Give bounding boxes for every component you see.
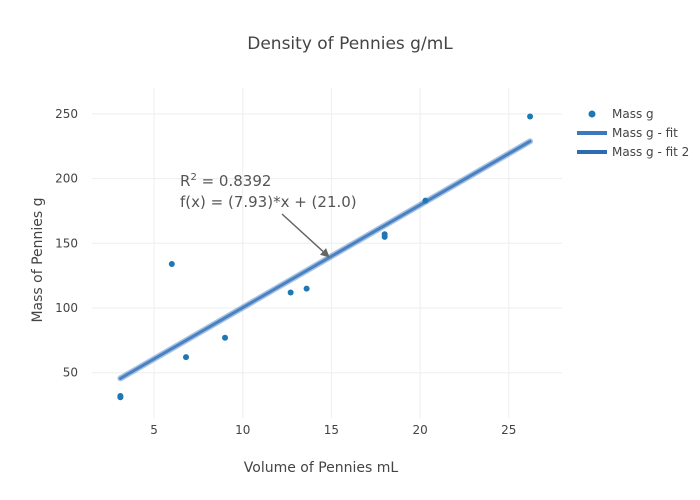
- fit-lines: [117, 138, 534, 382]
- y-tick-label: 150: [55, 236, 78, 250]
- data-point: [222, 334, 229, 341]
- legend: Mass g Mass g - fit Mass g - fit 2: [577, 107, 689, 159]
- data-point: [381, 231, 388, 238]
- data-point: [183, 354, 189, 361]
- fit-line-2: [118, 139, 532, 380]
- x-axis-title: Volume of Pennies mL: [244, 460, 399, 476]
- annotation-equation: f(x) = (7.93)*x + (21.0): [180, 193, 357, 211]
- y-tick-label: 50: [63, 366, 78, 380]
- legend-marker-mass-g: [588, 110, 596, 118]
- chart-title: Density of Pennies g/mL: [247, 34, 453, 54]
- data-points: [117, 113, 534, 401]
- data-point: [303, 285, 310, 292]
- annotation-arrow: [281, 213, 324, 253]
- data-point: [422, 197, 429, 204]
- y-tick-label: 250: [55, 107, 78, 121]
- annotation: R2 = 0.8392 f(x) = (7.93)*x + (21.0): [180, 172, 357, 258]
- data-point: [287, 289, 294, 296]
- x-tick-label: 20: [412, 423, 427, 437]
- legend-label-mass-g: Mass g: [612, 107, 654, 121]
- x-axis-ticks: 5 10 15 20 25: [150, 423, 516, 437]
- annotation-r2: R2 = 0.8392: [180, 172, 271, 190]
- y-axis-ticks: 50 100 150 200 250: [55, 107, 78, 380]
- legend-label-fit-2: Mass g - fit 2: [612, 145, 689, 159]
- x-tick-label: 25: [501, 423, 516, 437]
- x-tick-label: 10: [235, 423, 250, 437]
- y-axis-title: Mass of Pennies g: [30, 197, 46, 322]
- y-tick-label: 200: [55, 172, 78, 186]
- annotation-arrowhead: [319, 248, 330, 258]
- y-tick-label: 100: [55, 301, 78, 315]
- x-tick-label: 15: [324, 423, 339, 437]
- data-point: [168, 261, 175, 267]
- data-point: [527, 113, 534, 120]
- gridlines: [92, 88, 562, 418]
- data-point: [117, 393, 124, 399]
- x-tick-label: 5: [150, 423, 158, 437]
- legend-label-fit: Mass g - fit: [612, 126, 678, 140]
